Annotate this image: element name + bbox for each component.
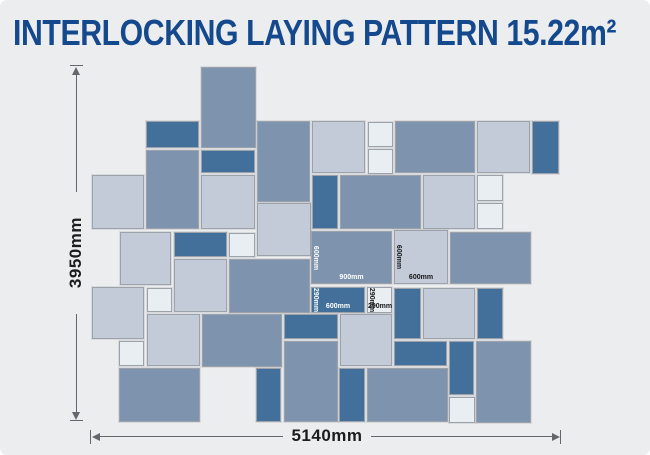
page-title: INTERLOCKING LAYING PATTERN 15.22m²: [13, 12, 617, 53]
arrow-left-icon: [92, 433, 100, 441]
tile-height-label: 290mm: [368, 287, 375, 313]
paver-tile: [174, 259, 227, 312]
paver-tile: 600mm 600mm: [394, 230, 448, 284]
paver-tile: [202, 314, 282, 367]
paver-tile: [340, 314, 392, 366]
dimension-line: [76, 74, 77, 192]
paver-tile: 290mm 290mm: [367, 287, 392, 313]
paver-tile: [284, 314, 338, 339]
dimension-tick: [90, 430, 91, 444]
dimension-tick: [70, 420, 83, 421]
paver-tile: [312, 175, 338, 229]
paver-tile: [449, 397, 475, 423]
paver-tile: [201, 67, 256, 148]
paver-tile: [119, 341, 144, 366]
paver-tile: [119, 368, 200, 422]
paver-tile: [368, 122, 393, 147]
paver-tile: [147, 314, 200, 366]
paver-tile: [368, 149, 393, 174]
width-dimension-label: 5140mm: [291, 426, 363, 445]
paver-tile: [477, 203, 503, 229]
tile-width-label: 600mm: [325, 303, 351, 310]
tile-height-label: 290mm: [312, 287, 319, 313]
dimension-line: [100, 436, 283, 437]
paver-tile: [257, 121, 310, 202]
paver-tile: [229, 259, 310, 313]
paver-tile: [394, 288, 421, 339]
paver-tile: [532, 121, 559, 174]
paver-tile: 600mm 900mm: [311, 231, 392, 284]
paver-tile: [476, 341, 531, 423]
paver-tile: [450, 232, 531, 284]
dimension-line: [76, 314, 77, 413]
paver-tile: [147, 288, 172, 312]
paver-tile: [477, 121, 530, 173]
tile-width-label: 900mm: [339, 274, 364, 281]
paver-tile: [120, 232, 171, 285]
paver-tile: [367, 368, 448, 422]
paver-tile: [92, 175, 144, 229]
paver-tile: [146, 121, 199, 148]
paver-tile: [340, 175, 421, 229]
paver-tile: [394, 341, 447, 366]
paver-tile: [477, 288, 503, 339]
tile-height-label: 600mm: [395, 244, 402, 270]
paver-tile: [174, 232, 227, 257]
paver-tile: [201, 175, 255, 229]
paver-tile: [256, 368, 281, 422]
paver-tile: [312, 121, 365, 173]
arrow-up-icon: [72, 67, 80, 75]
paver-tile: [146, 150, 199, 229]
dimension-tick: [560, 430, 561, 444]
arrow-down-icon: [72, 412, 80, 420]
paver-tile: [257, 203, 311, 256]
tile-width-label: 600mm: [408, 274, 434, 281]
dimension-tick: [70, 65, 83, 66]
tile-height-label: 600mm: [312, 245, 319, 270]
paver-tile: [229, 233, 255, 257]
paver-tile: [423, 175, 475, 229]
tile-width-label: 290mm: [368, 303, 393, 310]
paver-tile: [449, 341, 474, 395]
paver-tile: [92, 287, 144, 339]
paver-tile: [201, 150, 255, 173]
paver-tile: [284, 341, 338, 422]
paver-tile: [423, 288, 475, 339]
paver-tile: [339, 368, 365, 422]
paver-tile: 290mm 600mm: [311, 287, 365, 313]
paver-tile: [395, 121, 475, 173]
dimension-line: [371, 436, 552, 437]
arrow-right-icon: [552, 433, 560, 441]
paver-tile: [477, 175, 503, 201]
height-dimension-label: 3950mm: [66, 217, 85, 289]
